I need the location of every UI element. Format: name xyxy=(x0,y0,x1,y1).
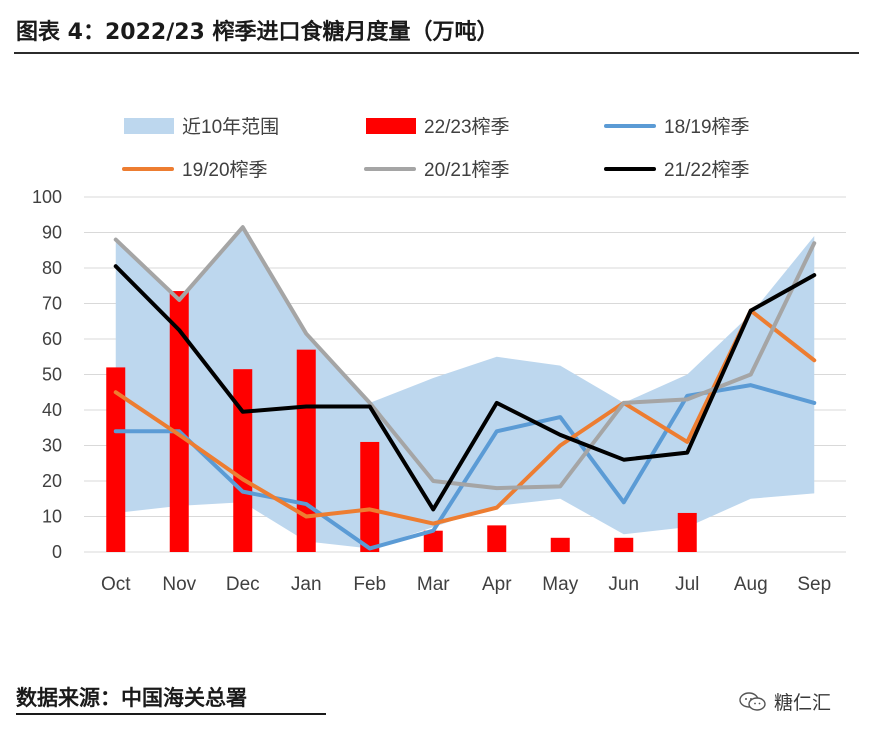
title-divider xyxy=(14,52,859,54)
y-tick-label: 30 xyxy=(42,436,62,456)
bar-dec xyxy=(233,369,253,552)
y-tick-label: 0 xyxy=(52,542,62,562)
legend-label: 21/22榨季 xyxy=(664,159,750,181)
legend-label: 18/19榨季 xyxy=(664,116,750,138)
bar-apr xyxy=(487,525,507,552)
bar-oct xyxy=(106,367,126,552)
y-tick-label: 90 xyxy=(42,223,62,243)
line-20-21榨季 xyxy=(113,225,817,491)
legend-item: 21/22榨季 xyxy=(604,159,750,181)
x-tick-label: Nov xyxy=(162,574,196,595)
line-21-22榨季 xyxy=(113,264,817,512)
bar-jun xyxy=(614,537,634,552)
bars xyxy=(106,291,697,552)
legend-swatch xyxy=(124,118,174,134)
bar-mar xyxy=(423,530,443,552)
legend: 近10年范围 22/23榨季 18/19榨季 19/20榨季 20/21榨季 21/22榨… xyxy=(122,116,750,181)
y-tick-label: 10 xyxy=(42,507,62,527)
y-tick-label: 100 xyxy=(32,187,62,207)
x-tick-label: Jun xyxy=(608,574,639,595)
x-tick-label: Oct xyxy=(101,574,131,595)
source-underline xyxy=(16,713,326,715)
bar-may xyxy=(550,537,570,552)
legend-item: 20/21榨季 xyxy=(364,159,510,181)
x-tick-label: Jan xyxy=(291,574,322,595)
legend-item: 18/19榨季 xyxy=(604,116,750,138)
y-tick-label: 80 xyxy=(42,258,62,278)
legend-item: 19/20榨季 xyxy=(122,159,268,181)
legend-label: 22/23榨季 xyxy=(424,116,510,138)
wechat-icon xyxy=(739,691,766,711)
legend-label: 19/20榨季 xyxy=(182,159,268,181)
x-tick-label: Feb xyxy=(353,574,386,595)
page-title: 图表 4：2022/23 榨季进口食糖月度量（万吨） xyxy=(16,20,499,45)
x-tick-label: Apr xyxy=(482,574,512,595)
x-axis-tick-labels: Oct Nov Dec Jan Feb Mar Apr May Jun Jul Aug Sep xyxy=(101,574,831,595)
x-tick-label: May xyxy=(542,574,578,595)
legend-item: 22/23榨季 xyxy=(366,116,510,138)
chart: 近10年范围 22/23榨季 18/19榨季 19/20榨季 20/21榨季 21/22榨… xyxy=(32,116,846,595)
x-tick-label: Dec xyxy=(226,574,260,595)
x-tick-label: Mar xyxy=(417,574,450,595)
y-axis-tick-labels: 0 10 20 30 40 50 60 70 80 90 100 xyxy=(32,187,62,562)
bar-jan xyxy=(296,349,316,552)
y-tick-label: 70 xyxy=(42,294,62,314)
legend-swatch xyxy=(366,118,416,134)
legend-label: 20/21榨季 xyxy=(424,159,510,181)
y-tick-label: 60 xyxy=(42,329,62,349)
series-lines xyxy=(113,225,817,551)
legend-label: 近10年范围 xyxy=(182,116,279,138)
line-19-20榨季 xyxy=(113,308,817,526)
y-tick-label: 40 xyxy=(42,400,62,420)
watermark: 糖仁汇 xyxy=(738,688,831,715)
watermark-text: 糖仁汇 xyxy=(774,692,832,714)
x-tick-label: Aug xyxy=(734,574,768,595)
x-tick-label: Jul xyxy=(675,574,699,595)
y-tick-label: 50 xyxy=(42,365,62,385)
range-area-polygon xyxy=(115,225,815,549)
y-tick-label: 20 xyxy=(42,471,62,491)
legend-item: 近10年范围 xyxy=(124,116,279,138)
bar-nov xyxy=(169,291,189,552)
x-tick-label: Sep xyxy=(797,574,831,595)
range-area xyxy=(115,225,815,549)
bar-feb xyxy=(360,441,380,552)
source-note: 数据来源：中国海关总署 xyxy=(16,686,247,710)
bar-jul xyxy=(677,512,697,552)
